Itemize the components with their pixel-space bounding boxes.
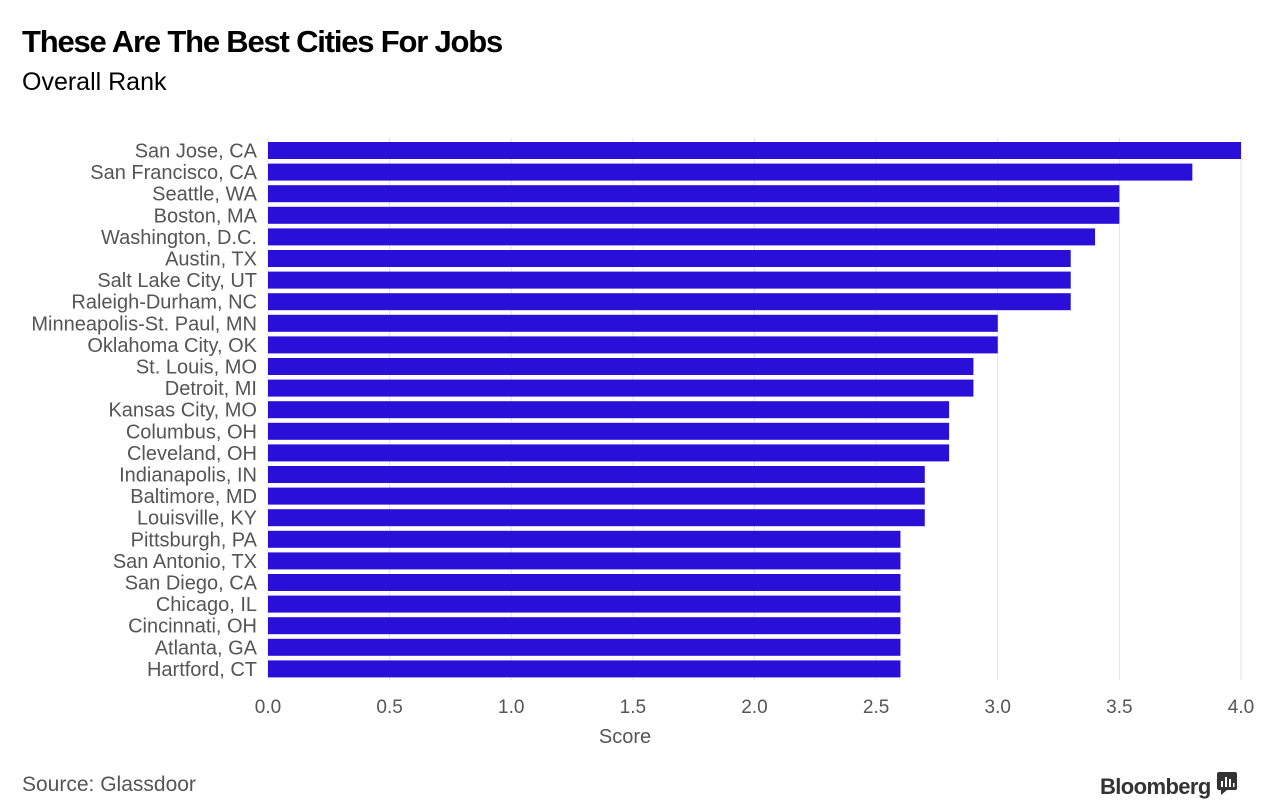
- bar: [268, 142, 1241, 159]
- category-label: Seattle, WA: [152, 184, 258, 206]
- bar: [268, 314, 998, 332]
- x-tick-label: 1.0: [498, 697, 524, 718]
- x-tick-label: 3.5: [1106, 697, 1132, 718]
- bars: [268, 142, 1241, 678]
- category-label: Baltimore, MD: [130, 486, 257, 508]
- bar: [268, 293, 1071, 311]
- bar: [268, 444, 950, 462]
- bar: [268, 250, 1071, 267]
- category-label: Detroit, MI: [165, 378, 257, 400]
- bar: [268, 185, 1120, 203]
- bar: [268, 228, 1096, 246]
- bar: [268, 466, 925, 483]
- category-label: Salt Lake City, UT: [97, 270, 257, 292]
- bar: [268, 574, 901, 591]
- source-note: Source: Glassdoor: [22, 773, 196, 796]
- bar: [268, 487, 925, 505]
- bar: [268, 617, 901, 635]
- category-label: Louisville, KY: [137, 508, 257, 530]
- x-tick-label: 2.5: [863, 697, 889, 718]
- category-label: Minneapolis-St. Paul, MN: [31, 313, 257, 335]
- bar: [268, 595, 901, 613]
- category-label: San Jose, CA: [135, 141, 258, 163]
- bar: [268, 401, 950, 419]
- category-label: Indianapolis, IN: [119, 465, 257, 487]
- brand: Bloomberg: [1100, 772, 1237, 801]
- chart-title: These Are The Best Cities For Jobs: [22, 24, 503, 59]
- category-label: San Diego, CA: [125, 573, 258, 595]
- brand-name: Bloomberg: [1100, 773, 1211, 799]
- category-label: San Antonio, TX: [113, 551, 257, 573]
- category-label: San Francisco, CA: [90, 162, 257, 184]
- bar: [268, 271, 1071, 289]
- bar: [268, 552, 901, 570]
- bar: [268, 358, 974, 375]
- bar: [268, 509, 925, 527]
- bar: [268, 336, 998, 354]
- x-axis-label: Score: [599, 726, 651, 748]
- x-tick-label: 4.0: [1228, 697, 1254, 718]
- category-label: Columbus, OH: [126, 421, 257, 443]
- category-label: Hartford, CT: [147, 659, 257, 681]
- bar: [268, 530, 901, 548]
- x-tick-label: 2.0: [741, 697, 767, 718]
- bar: [268, 206, 1120, 224]
- x-tick-label: 3.0: [985, 697, 1011, 718]
- category-label: Boston, MA: [154, 205, 258, 227]
- category-label: Austin, TX: [165, 249, 257, 271]
- x-tick-label: 1.5: [620, 697, 646, 718]
- category-label: St. Louis, MO: [136, 357, 257, 379]
- category-label: Kansas City, MO: [108, 400, 257, 422]
- x-tick-label: 0.5: [376, 697, 402, 718]
- category-label: Chicago, IL: [156, 594, 257, 616]
- bloomberg-chart-icon: [1216, 772, 1237, 801]
- x-tick-labels: 0.0 0.5 1.0 1.5 2.0 2.5 3.0 3.5 4.0: [255, 697, 1254, 718]
- category-label: Oklahoma City, OK: [87, 335, 257, 357]
- bar: [268, 422, 950, 440]
- category-label: Washington, D.C.: [101, 227, 257, 249]
- x-tick-label: 0.0: [255, 697, 281, 718]
- category-label: Raleigh-Durham, NC: [71, 292, 257, 314]
- category-label: Cleveland, OH: [127, 443, 257, 465]
- category-label: Pittsburgh, PA: [131, 529, 258, 551]
- category-label: Cincinnati, OH: [128, 616, 257, 638]
- bar: [268, 660, 901, 678]
- bar: [268, 379, 974, 397]
- bar: [268, 163, 1193, 181]
- bar: [268, 638, 901, 656]
- chart-subtitle: Overall Rank: [22, 68, 167, 96]
- category-label: Atlanta, GA: [155, 637, 258, 659]
